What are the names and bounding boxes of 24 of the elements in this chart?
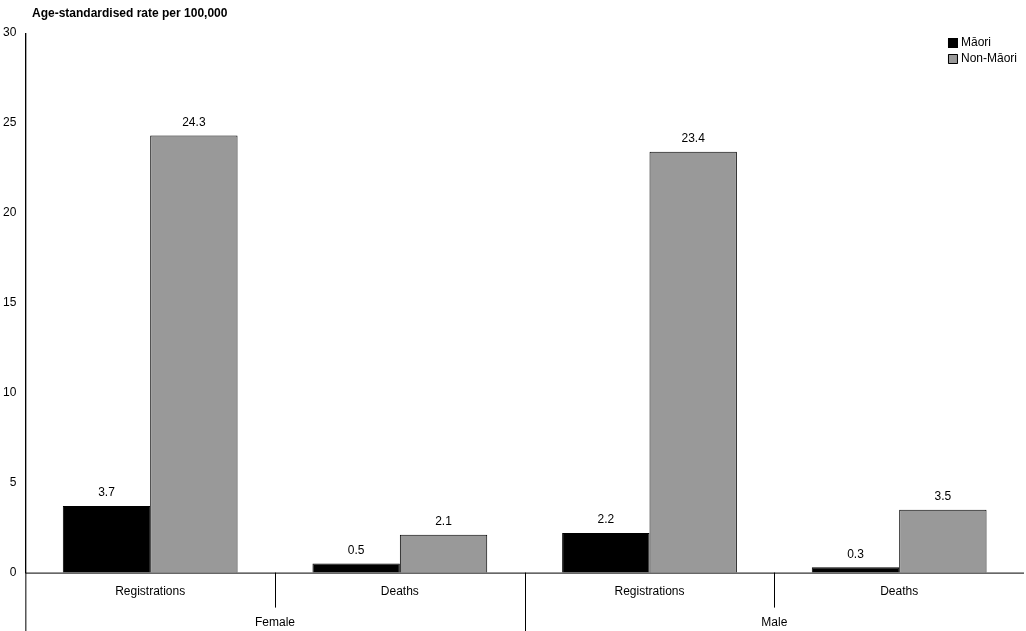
data-label: 23.4	[681, 131, 706, 146]
y-tick-label: 30	[2, 25, 17, 40]
data-label: 3.7	[98, 485, 116, 500]
x-tick-label: Registrations	[614, 584, 685, 599]
x-tick-label: Deaths	[880, 584, 919, 599]
y-tick-label: 20	[2, 205, 17, 220]
data-label: 2.1	[435, 514, 453, 529]
data-label: 0.3	[847, 546, 865, 561]
text: Male	[761, 615, 788, 629]
x-tick-label: Deaths	[380, 584, 419, 599]
y-tick-label: 25	[2, 115, 17, 130]
data-label: 0.5	[347, 542, 365, 557]
y-tick-label: 10	[2, 385, 17, 400]
y-tick-label: 0	[9, 564, 17, 579]
data-label: 3.5	[934, 488, 952, 503]
y-tick-label: 15	[2, 295, 17, 310]
x-tick-label: Registrations	[115, 584, 186, 599]
legend-label: Māori	[960, 35, 991, 50]
text: Female	[255, 615, 296, 629]
data-label: 24.3	[182, 114, 206, 129]
data-label: 2.2	[597, 512, 615, 527]
legend-label: Non-Māori	[960, 51, 1017, 66]
y-tick-label: 5	[9, 474, 17, 489]
y-axis-title: Age-standardised rate per 100,000	[32, 6, 228, 21]
